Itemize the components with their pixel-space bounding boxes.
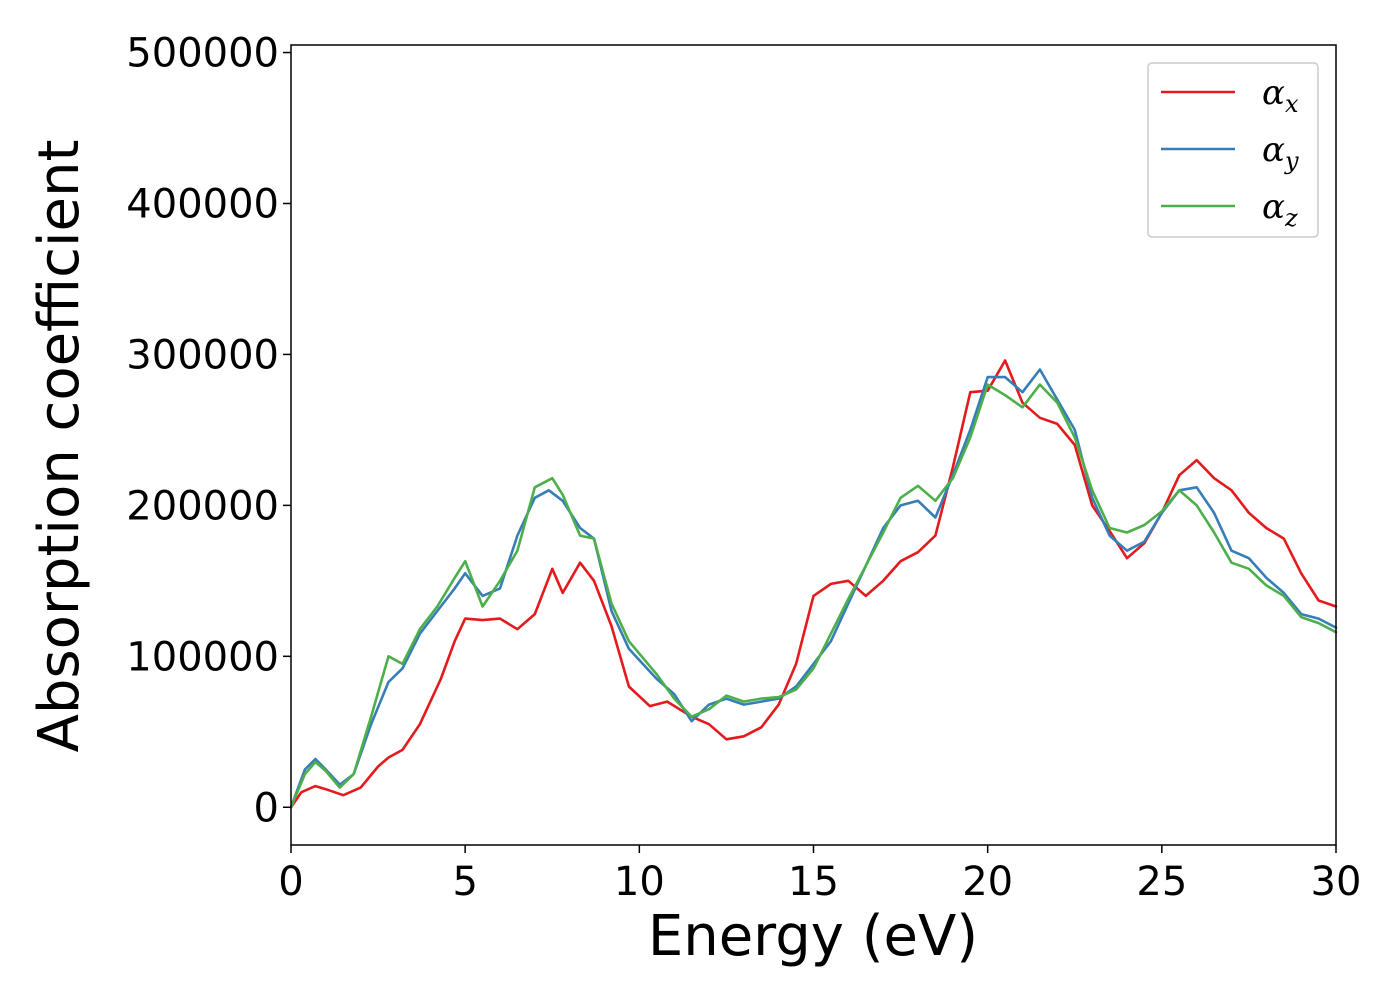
legend-label-y: αy [1262,130,1299,175]
y-axis: 0 100000 200000 300000 400000 500000 [126,31,291,831]
y-tick-label: 500000 [126,31,279,77]
y-axis-title: Absorption coefficient [27,140,92,753]
x-tick-label: 20 [962,859,1013,905]
y-tick-label: 300000 [126,332,279,378]
x-tick-label: 0 [278,859,303,905]
x-tick-label: 10 [614,859,665,905]
legend: αx αy αz [1147,62,1319,238]
x-tick-label: 5 [452,859,477,905]
x-axis-title: Energy (eV) [648,904,978,969]
series-line-y [289,368,1338,809]
legend-label-x: αx [1262,73,1299,118]
x-tick-label: 25 [1136,859,1187,905]
y-tick-label: 100000 [126,634,279,680]
series-line-z [289,383,1338,809]
x-tick-label: 30 [1311,859,1362,905]
legend-label-z: αz [1262,187,1298,232]
y-tick-label: 200000 [126,483,279,529]
x-tick-label: 15 [788,859,839,905]
x-axis: 0 5 10 15 20 25 30 [278,845,1361,905]
y-tick-label: 0 [254,785,279,831]
y-tick-label: 400000 [126,181,279,227]
series-layer [289,359,1338,809]
